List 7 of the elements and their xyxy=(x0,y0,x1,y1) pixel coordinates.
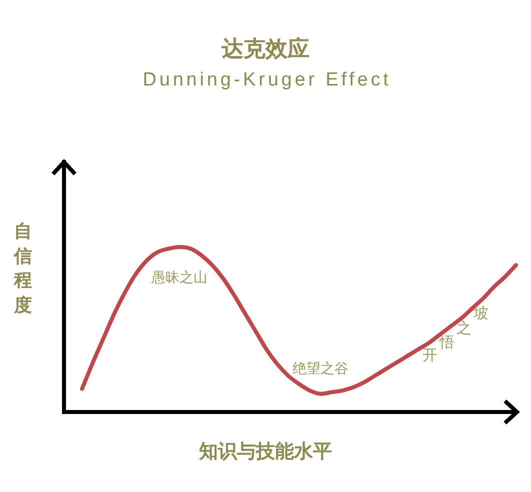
chart-title: 达克效应 xyxy=(222,37,310,62)
x-axis-title: 知识与技能水平 xyxy=(199,440,332,462)
annotation: 愚昧之山 xyxy=(152,270,208,286)
chart-subtitle: Dunning-Kruger Effect xyxy=(142,70,392,90)
annotation: 开悟之坡 xyxy=(422,304,489,364)
annotation: 绝望之谷 xyxy=(292,360,349,377)
y-axis-title: 自信程度 xyxy=(14,220,32,318)
